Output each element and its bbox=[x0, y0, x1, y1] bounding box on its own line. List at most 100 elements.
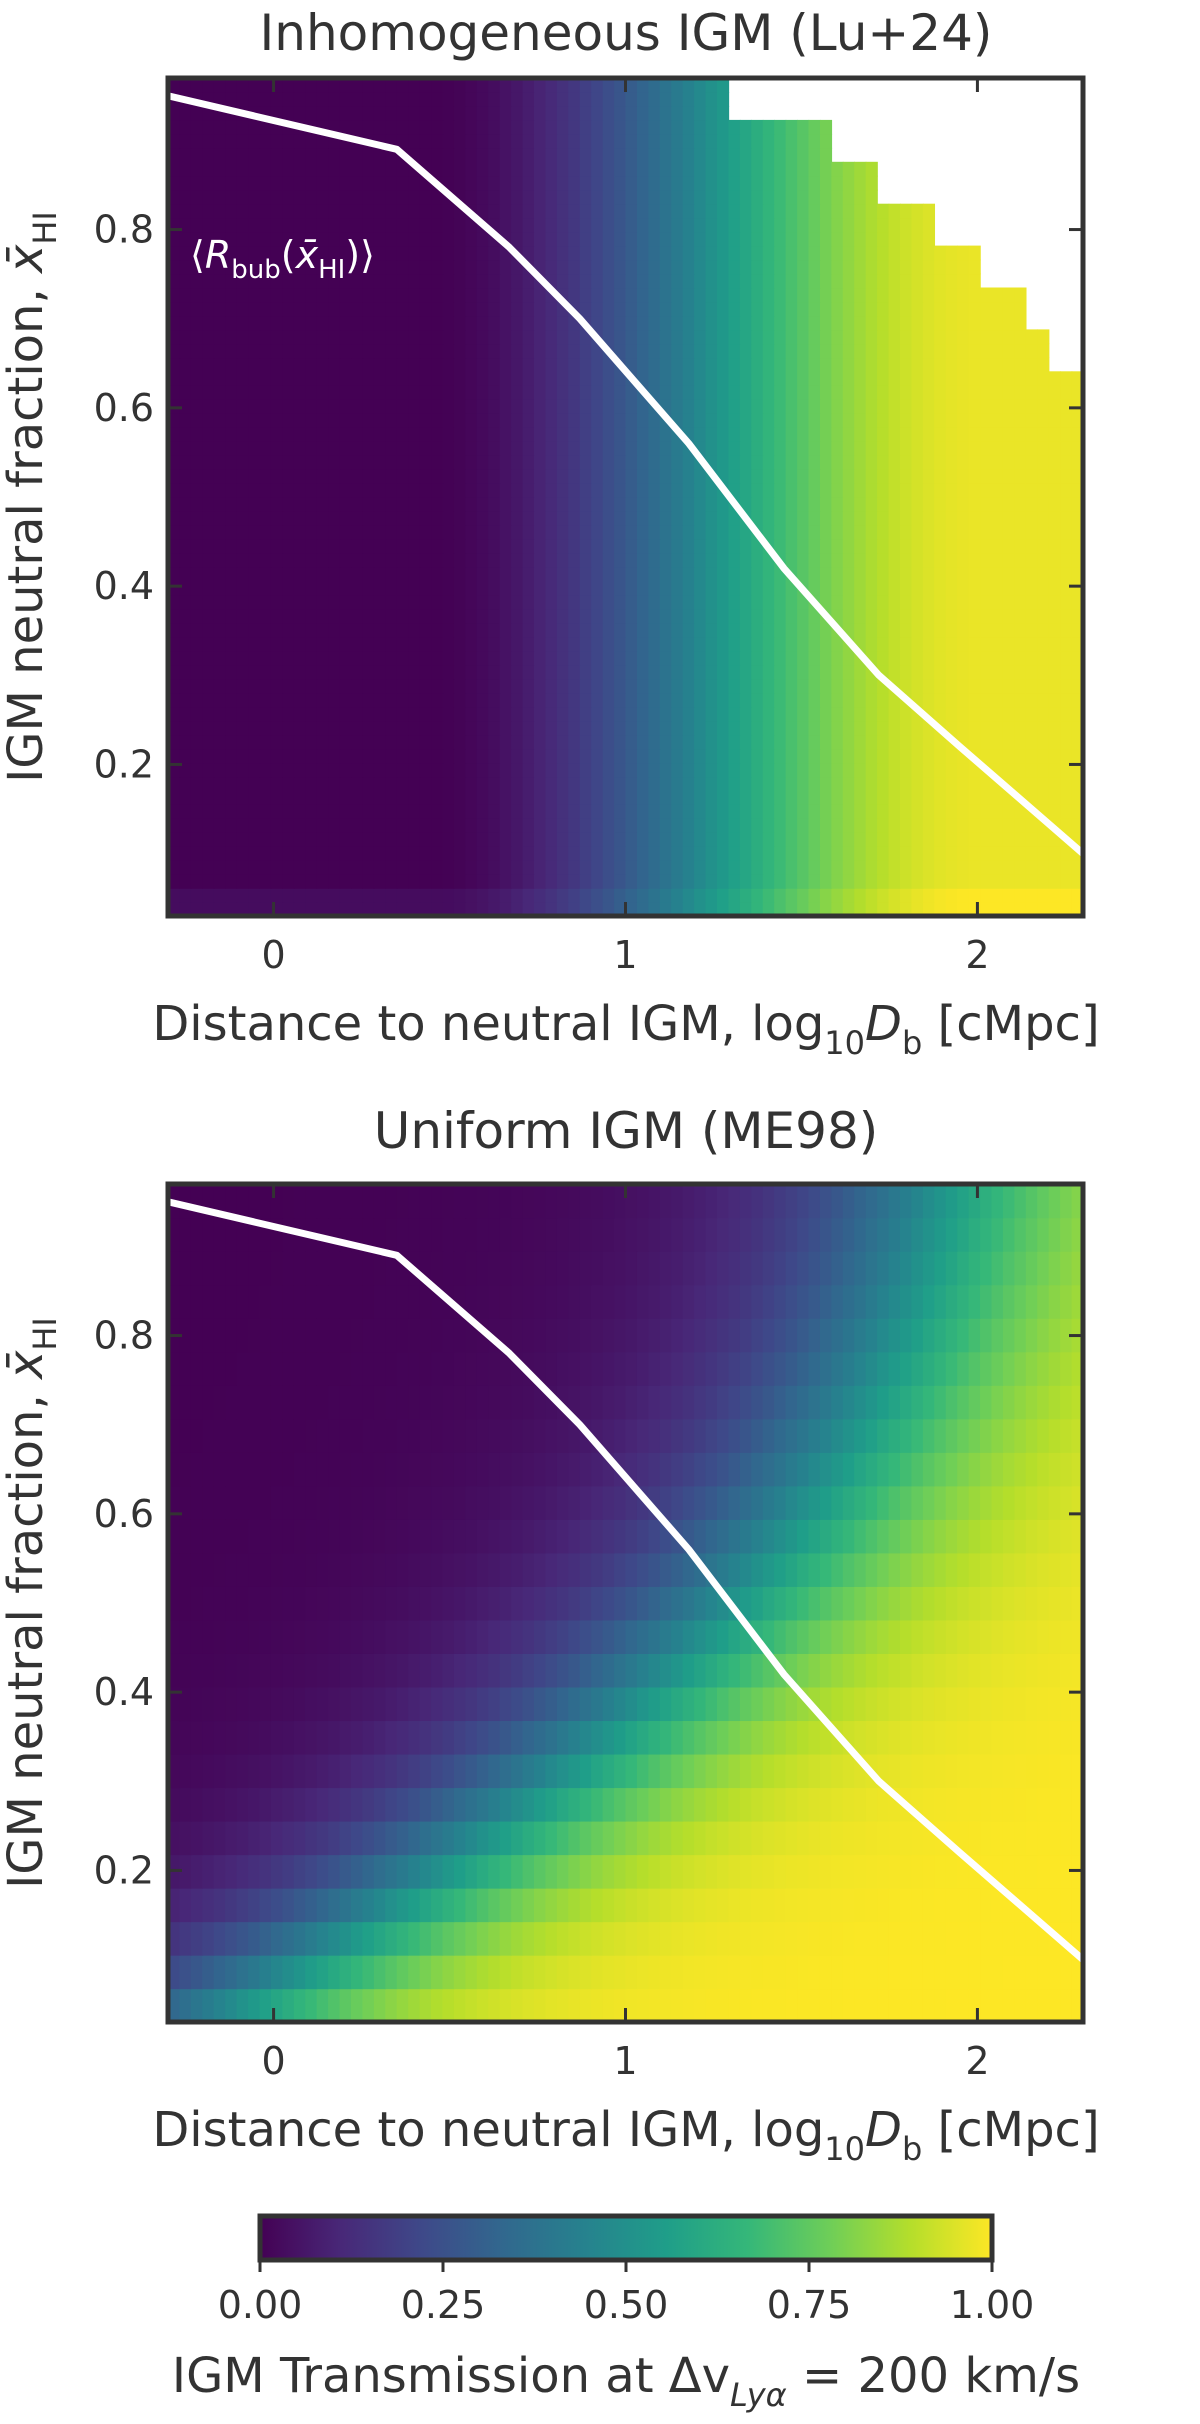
heatmap-cell bbox=[202, 231, 215, 247]
heatmap-cell bbox=[556, 455, 570, 470]
heatmap-cell bbox=[248, 1854, 261, 1889]
heatmap-cell bbox=[854, 860, 867, 875]
heatmap-cell bbox=[316, 441, 329, 456]
heatmap-cell bbox=[305, 427, 318, 442]
heatmap-cell bbox=[511, 315, 524, 331]
heatmap-cell bbox=[842, 664, 855, 680]
heatmap-cell bbox=[339, 860, 352, 875]
heatmap-cell bbox=[488, 189, 501, 205]
heatmap-cell bbox=[1025, 538, 1038, 554]
heatmap-cell bbox=[625, 287, 638, 303]
heatmap-cell bbox=[236, 1854, 249, 1889]
heatmap-cell bbox=[728, 469, 741, 484]
heatmap-cell bbox=[213, 580, 226, 596]
heatmap-cell bbox=[922, 455, 936, 470]
heatmap-cell bbox=[225, 874, 238, 889]
heatmap-cell bbox=[762, 329, 775, 345]
heatmap-cell bbox=[751, 860, 764, 875]
heatmap-cell bbox=[957, 483, 970, 498]
heatmap-cell bbox=[305, 245, 318, 261]
heatmap-cell bbox=[213, 455, 226, 470]
heatmap-cell bbox=[831, 874, 844, 889]
heatmap-cell bbox=[293, 147, 306, 163]
heatmap-cell bbox=[248, 832, 261, 847]
heatmap-cell bbox=[545, 524, 558, 540]
heatmap-cell bbox=[579, 427, 592, 442]
heatmap-cell bbox=[865, 1921, 878, 1956]
heatmap-cell bbox=[190, 301, 204, 317]
heatmap-cell bbox=[293, 874, 306, 889]
heatmap-cell bbox=[373, 804, 387, 819]
heatmap-cell bbox=[316, 469, 329, 484]
heatmap-cell bbox=[659, 636, 672, 652]
heatmap-cell bbox=[511, 161, 524, 177]
heatmap-cell bbox=[911, 203, 924, 219]
heatmap-cell bbox=[1014, 692, 1027, 708]
heatmap-cell bbox=[751, 846, 764, 861]
heatmap-cell bbox=[659, 692, 672, 708]
heatmap-cell bbox=[819, 622, 833, 638]
heatmap-cell bbox=[396, 217, 409, 233]
heatmap-cell bbox=[270, 371, 284, 386]
heatmap-cell bbox=[1025, 874, 1038, 889]
heatmap-cell bbox=[1060, 790, 1073, 805]
heatmap-cell bbox=[705, 1854, 718, 1889]
heatmap-cell bbox=[888, 790, 901, 805]
heatmap-cell bbox=[213, 636, 226, 652]
heatmap-cell bbox=[636, 538, 650, 554]
heatmap-cell bbox=[282, 147, 295, 163]
heatmap-cell bbox=[922, 1921, 936, 1956]
heatmap-cell bbox=[236, 161, 249, 177]
heatmap-cell bbox=[202, 818, 215, 833]
heatmap-cell bbox=[316, 105, 329, 121]
heatmap-cell bbox=[225, 664, 238, 680]
heatmap-cell bbox=[980, 469, 993, 484]
heatmap-cell bbox=[1071, 566, 1083, 582]
heatmap-cell bbox=[705, 245, 718, 261]
heatmap-cell bbox=[865, 231, 878, 247]
heatmap-cell bbox=[236, 91, 249, 107]
heatmap-cell bbox=[568, 455, 581, 470]
heatmap-cell bbox=[625, 818, 638, 833]
heatmap-cell bbox=[717, 301, 730, 317]
heatmap-cell bbox=[831, 357, 844, 372]
heatmap-cell bbox=[385, 301, 398, 317]
heatmap-cell bbox=[648, 552, 661, 568]
heatmap-cell bbox=[362, 315, 375, 331]
heatmap-cell bbox=[179, 860, 192, 875]
heatmap-cell bbox=[751, 133, 764, 149]
heatmap-cell bbox=[431, 580, 444, 596]
heatmap-cell bbox=[351, 804, 364, 819]
heatmap-cell bbox=[957, 427, 970, 442]
heatmap-cell bbox=[293, 1887, 306, 1923]
heatmap-cell bbox=[442, 1988, 455, 2022]
heatmap-cell bbox=[339, 622, 352, 638]
heatmap-cell bbox=[568, 874, 581, 889]
heatmap-cell bbox=[785, 273, 798, 289]
heatmap-cell bbox=[453, 762, 467, 778]
heatmap-cell bbox=[625, 1887, 638, 1923]
heatmap-cell bbox=[465, 594, 478, 610]
heatmap-cell bbox=[168, 175, 181, 191]
heatmap-cell bbox=[888, 538, 901, 554]
heatmap-cell bbox=[1048, 776, 1061, 791]
heatmap-cell bbox=[1037, 538, 1050, 554]
heatmap-cell bbox=[168, 105, 181, 121]
heatmap-cell bbox=[545, 846, 558, 861]
heatmap-cell bbox=[614, 245, 627, 261]
heatmap-cell bbox=[339, 734, 352, 750]
heatmap-cell bbox=[991, 469, 1004, 484]
heatmap-cell bbox=[808, 790, 821, 805]
heatmap-cell bbox=[922, 580, 936, 596]
heatmap-cell bbox=[362, 1921, 375, 1956]
heatmap-cell bbox=[1037, 483, 1050, 498]
heatmap-cell bbox=[373, 497, 387, 512]
heatmap-cell bbox=[179, 524, 192, 540]
heatmap-cell bbox=[362, 203, 375, 219]
heatmap-cell bbox=[168, 1988, 181, 2022]
heatmap-cell bbox=[968, 315, 981, 331]
heatmap-cell bbox=[705, 301, 718, 317]
heatmap-cell bbox=[682, 147, 695, 163]
heatmap-cell bbox=[877, 1988, 890, 2022]
heatmap-cell bbox=[694, 860, 707, 875]
